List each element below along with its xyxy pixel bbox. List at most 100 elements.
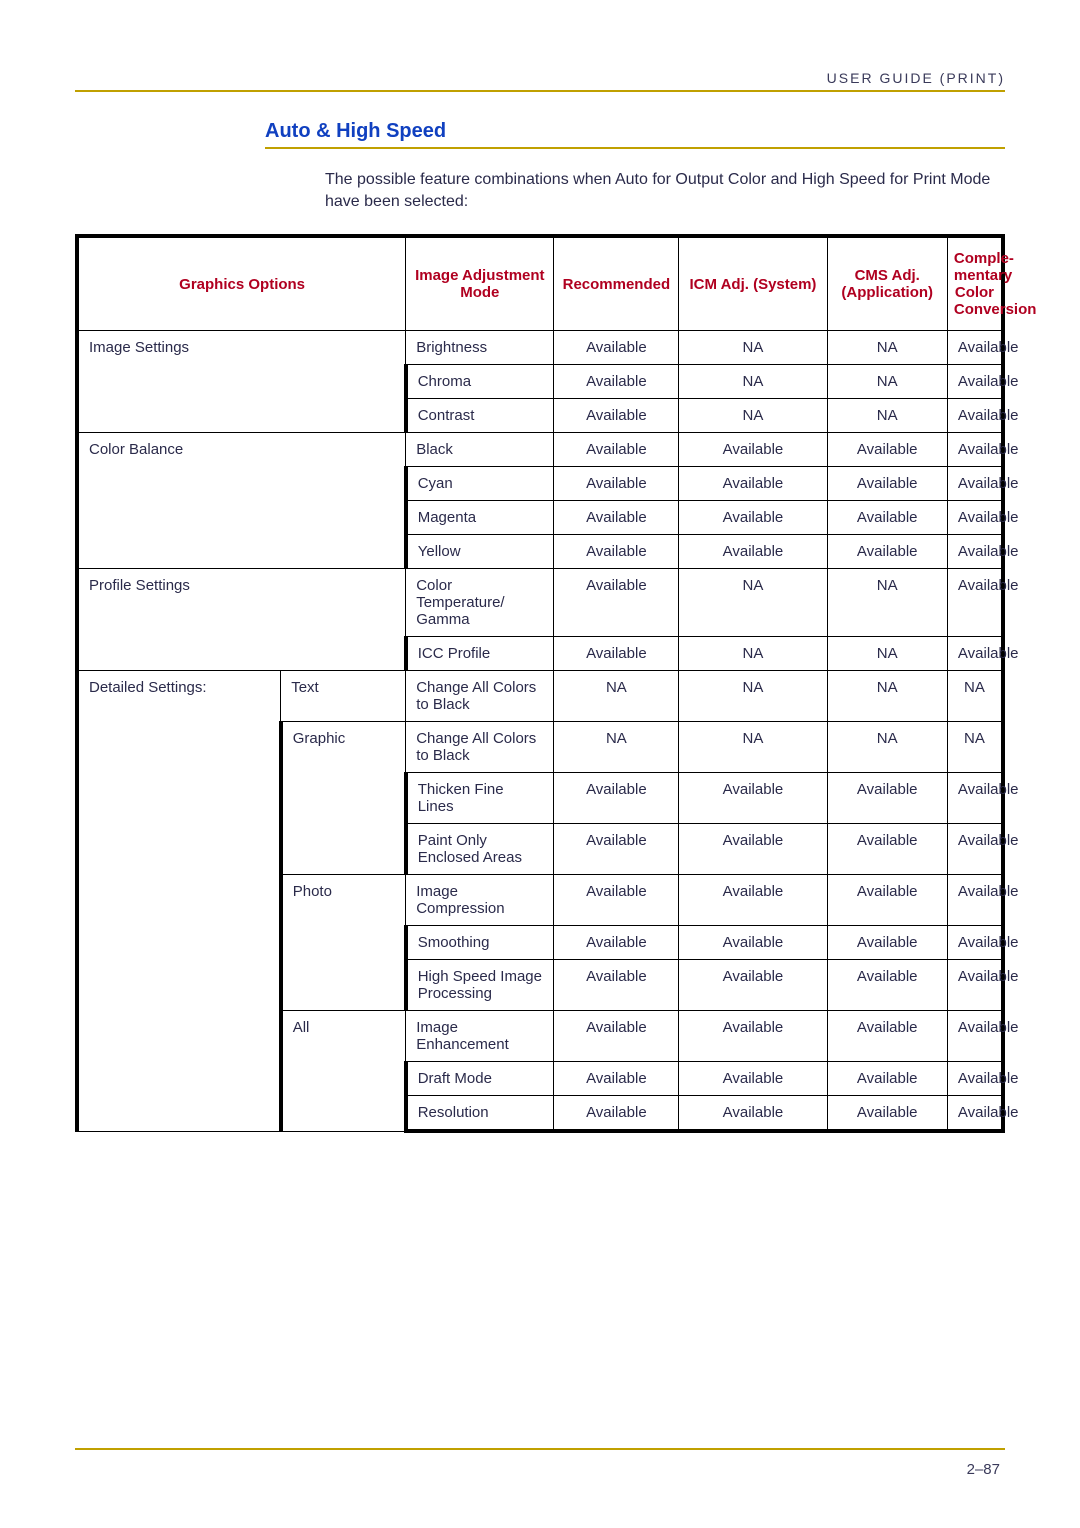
table-cell-mode: Smoothing	[406, 926, 554, 960]
table-cell-value: NA	[827, 331, 947, 365]
table-cell-category: Detailed Settings:	[77, 671, 281, 1132]
table-cell-value: Available	[827, 433, 947, 467]
table-row: Color BalanceBlackAvailableAvailableAvai…	[77, 433, 1003, 467]
table-cell-value: Available	[947, 535, 1003, 569]
table-cell-value: Available	[947, 773, 1003, 824]
page-number: 2–87	[967, 1461, 1000, 1478]
table-cell-mode: Image Compression	[406, 875, 554, 926]
table-cell-value: Available	[947, 331, 1003, 365]
table-row: Profile SettingsColor Temperature/ Gamma…	[77, 569, 1003, 637]
table-cell-value: Available	[827, 1096, 947, 1132]
table-cell-category: Color Balance	[77, 433, 406, 569]
table-cell-value: NA	[827, 671, 947, 722]
table-cell-value: Available	[679, 773, 827, 824]
table-cell-mode: Thicken Fine Lines	[406, 773, 554, 824]
table-cell-value: Available	[554, 433, 679, 467]
feature-combination-table: Graphics Options Image Adjustment Mode R…	[75, 234, 1005, 1133]
table-cell-value: Available	[679, 960, 827, 1011]
table-cell-value: NA	[679, 399, 827, 433]
table-cell-mode: High Speed Image Processing	[406, 960, 554, 1011]
table-cell-value: Available	[679, 433, 827, 467]
col-cms-adj: CMS Adj. (Application)	[827, 236, 947, 331]
table-cell-value: Available	[827, 535, 947, 569]
table-cell-mode: Draft Mode	[406, 1062, 554, 1096]
table-cell-category: Photo	[281, 875, 406, 1011]
table-cell-value: Available	[679, 1062, 827, 1096]
table-cell-value: Available	[554, 824, 679, 875]
table-cell-category: Text	[281, 671, 406, 722]
table-cell-mode: ICC Profile	[406, 637, 554, 671]
table-cell-value: Available	[554, 773, 679, 824]
table-cell-value: NA	[679, 722, 827, 773]
table-cell-value: Available	[827, 467, 947, 501]
table-cell-value: Available	[554, 331, 679, 365]
table-cell-value: Available	[947, 875, 1003, 926]
table-cell-value: Available	[827, 1062, 947, 1096]
intro-paragraph: The possible feature combinations when A…	[325, 169, 995, 212]
table-cell-value: Available	[827, 501, 947, 535]
table-cell-value: Available	[679, 1011, 827, 1062]
table-cell-mode: Contrast	[406, 399, 554, 433]
col-graphics-options: Graphics Options	[77, 236, 406, 331]
col-icm-adj: ICM Adj. (System)	[679, 236, 827, 331]
table-cell-value: Available	[554, 501, 679, 535]
table-cell-value: NA	[947, 722, 1003, 773]
table-cell-value: Available	[679, 1096, 827, 1132]
table-cell-category: Profile Settings	[77, 569, 406, 671]
table-cell-value: Available	[947, 1096, 1003, 1132]
table-cell-mode: Change All Colors to Black	[406, 722, 554, 773]
table-cell-value: Available	[554, 875, 679, 926]
table-cell-value: NA	[827, 365, 947, 399]
table-cell-mode: Change All Colors to Black	[406, 671, 554, 722]
table-cell-value: Available	[827, 875, 947, 926]
table-cell-value: Available	[947, 637, 1003, 671]
table-cell-value: Available	[827, 824, 947, 875]
table-cell-mode: Yellow	[406, 535, 554, 569]
col-image-adjustment-mode: Image Adjustment Mode	[406, 236, 554, 331]
table-cell-value: NA	[679, 365, 827, 399]
table-cell-mode: Chroma	[406, 365, 554, 399]
table-cell-value: Available	[554, 960, 679, 1011]
table-cell-value: Available	[827, 960, 947, 1011]
table-cell-category: Graphic	[281, 722, 406, 875]
table-cell-value: Available	[947, 1062, 1003, 1096]
table-cell-value: Available	[827, 926, 947, 960]
table-cell-value: Available	[679, 535, 827, 569]
table-cell-value: Available	[679, 875, 827, 926]
table-cell-value: NA	[827, 637, 947, 671]
table-row: Image SettingsBrightnessAvailableNANAAva…	[77, 331, 1003, 365]
table-cell-value: Available	[827, 1011, 947, 1062]
table-cell-value: Available	[554, 926, 679, 960]
table-cell-mode: Black	[406, 433, 554, 467]
table-cell-value: Available	[554, 1011, 679, 1062]
table-cell-value: Available	[947, 569, 1003, 637]
table-cell-value: Available	[554, 1062, 679, 1096]
table-cell-value: NA	[827, 722, 947, 773]
table-cell-value: NA	[679, 331, 827, 365]
table-cell-mode: Cyan	[406, 467, 554, 501]
table-cell-value: Available	[947, 824, 1003, 875]
footer-rule	[75, 1448, 1005, 1450]
table-header-row: Graphics Options Image Adjustment Mode R…	[77, 236, 1003, 331]
table-cell-value: Available	[947, 960, 1003, 1011]
doc-header: USER GUIDE (PRINT)	[75, 70, 1005, 92]
table-cell-value: Available	[947, 467, 1003, 501]
table-cell-value: NA	[679, 671, 827, 722]
table-cell-value: Available	[554, 637, 679, 671]
table-cell-value: Available	[947, 1011, 1003, 1062]
table-cell-mode: Resolution	[406, 1096, 554, 1132]
table-cell-value: Available	[947, 433, 1003, 467]
col-recommended: Recommended	[554, 236, 679, 331]
table-cell-mode: Color Temperature/ Gamma	[406, 569, 554, 637]
table-cell-value: Available	[554, 535, 679, 569]
header-text: USER GUIDE (PRINT)	[75, 70, 1005, 86]
table-cell-value: Available	[947, 501, 1003, 535]
table-cell-value: NA	[947, 671, 1003, 722]
table-cell-mode: Image Enhancement	[406, 1011, 554, 1062]
table-cell-mode: Brightness	[406, 331, 554, 365]
table-cell-value: Available	[554, 569, 679, 637]
table-cell-value: NA	[554, 722, 679, 773]
table-cell-value: Available	[947, 399, 1003, 433]
table-cell-mode: Magenta	[406, 501, 554, 535]
table-cell-value: Available	[679, 824, 827, 875]
